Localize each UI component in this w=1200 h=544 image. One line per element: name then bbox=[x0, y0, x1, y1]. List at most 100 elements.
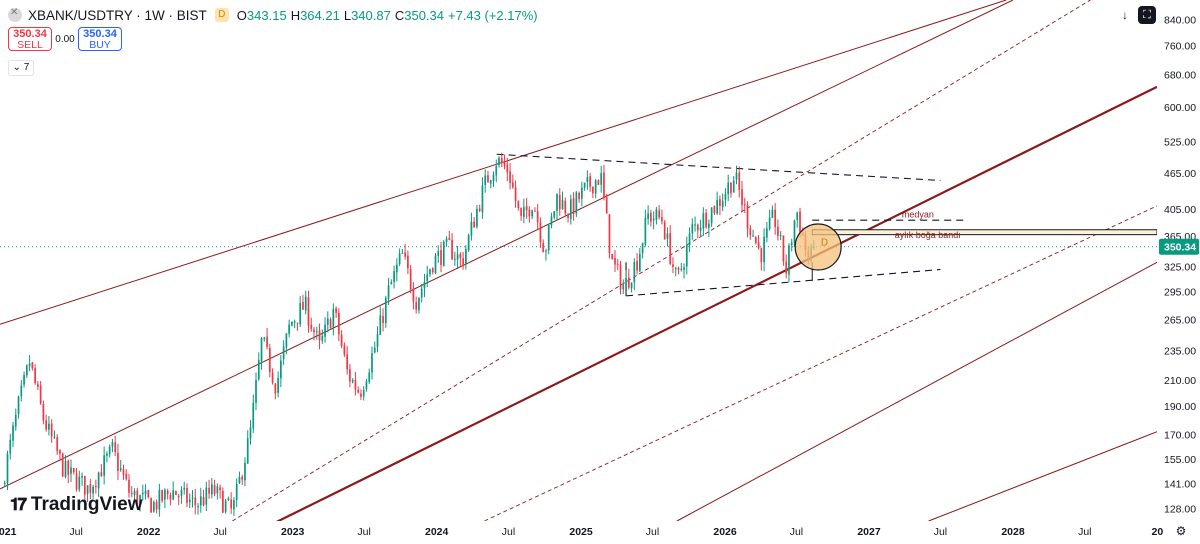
candle-body bbox=[371, 353, 373, 373]
candle-body bbox=[688, 233, 691, 246]
time-tick-label: Jul bbox=[502, 526, 515, 538]
candle-body bbox=[569, 199, 572, 219]
candle-body bbox=[487, 175, 489, 183]
candle-body bbox=[56, 437, 59, 452]
candle-body bbox=[233, 500, 235, 510]
high-value: 364.21 bbox=[300, 7, 340, 23]
candle-body bbox=[315, 331, 318, 333]
tradingview-logo[interactable]: 𝟏𝟕 TradingView bbox=[10, 494, 142, 516]
candle-body bbox=[771, 209, 774, 218]
candle-body bbox=[376, 334, 379, 348]
candle-body bbox=[395, 264, 398, 273]
candle-body bbox=[525, 206, 528, 211]
candle-body bbox=[423, 281, 426, 289]
candle-body bbox=[255, 380, 257, 403]
price-axis[interactable]: 128.00 141.00 155.00 170.00 190.00 210.00 235.… bbox=[1157, 0, 1200, 539]
candle-body bbox=[324, 324, 326, 337]
candle-body bbox=[442, 241, 445, 267]
candle-body bbox=[749, 227, 752, 236]
candle-body bbox=[59, 450, 61, 454]
candle-body bbox=[285, 333, 288, 348]
channel-line-upper-outer bbox=[0, 0, 1007, 325]
change-value: +7.43 (+2.17%) bbox=[448, 7, 538, 23]
candle-body bbox=[619, 264, 622, 290]
candle-body bbox=[282, 346, 285, 360]
time-tick-label: 2024 bbox=[425, 526, 449, 538]
candle-body bbox=[106, 453, 108, 456]
candle-body bbox=[202, 496, 205, 506]
candle-body bbox=[534, 210, 536, 212]
symbol-title[interactable]: XBANK/USDTRY · 1W · BIST bbox=[28, 7, 207, 23]
candle-body bbox=[782, 235, 785, 262]
settings-icon[interactable]: ⚙ bbox=[1175, 524, 1187, 538]
candle-body bbox=[456, 254, 459, 260]
sell-button[interactable]: 350.34 SELL bbox=[8, 27, 52, 51]
price-tick-label: 128.00 bbox=[1164, 504, 1196, 516]
candle-body bbox=[224, 500, 227, 512]
candle-body bbox=[299, 303, 302, 325]
candle-body bbox=[111, 442, 114, 447]
time-tick-label: 2026 bbox=[713, 526, 737, 538]
candle-body bbox=[280, 360, 282, 379]
candle-body bbox=[144, 490, 147, 495]
sell-price: 350.34 bbox=[13, 28, 47, 40]
candle-body bbox=[75, 473, 78, 490]
candle-body bbox=[666, 233, 669, 239]
indicators-toggle[interactable]: ⌄ 7 bbox=[8, 60, 34, 76]
candle-body bbox=[349, 369, 351, 382]
time-tick-label: Jul bbox=[357, 526, 370, 538]
candle-body bbox=[663, 222, 666, 240]
candle-body bbox=[420, 288, 423, 298]
candle-body bbox=[445, 238, 448, 242]
candle-body bbox=[64, 460, 67, 478]
candle-body bbox=[210, 484, 213, 495]
candle-body bbox=[451, 239, 453, 260]
chart-overlays: medyan aylık boğa bandı D bbox=[794, 210, 1158, 271]
time-tick-label: 2023 bbox=[281, 526, 305, 538]
candle-body bbox=[139, 495, 141, 505]
candle-body bbox=[97, 472, 100, 489]
candle-body bbox=[302, 301, 304, 310]
candle-body bbox=[365, 381, 368, 389]
candle-body bbox=[437, 250, 440, 256]
candle-body bbox=[313, 329, 315, 333]
candle-body bbox=[39, 385, 42, 404]
candle-body bbox=[760, 248, 763, 263]
candle-body bbox=[799, 211, 801, 233]
candle-body bbox=[495, 166, 498, 176]
candle-body bbox=[155, 501, 158, 510]
candle-body bbox=[310, 324, 313, 329]
timeframe-badge[interactable]: D bbox=[214, 8, 229, 22]
candle-body bbox=[489, 180, 492, 184]
candle-body bbox=[478, 208, 481, 212]
price-tick-label: 155.00 bbox=[1164, 454, 1196, 466]
symbol-logo-icon[interactable] bbox=[8, 7, 22, 22]
arrow-down-icon[interactable]: ↓ bbox=[1122, 8, 1128, 22]
price-axis-bg bbox=[1157, 0, 1200, 539]
buy-button[interactable]: 350.34 BUY bbox=[78, 27, 122, 51]
candle-body bbox=[172, 490, 175, 500]
candle-body bbox=[738, 172, 741, 190]
candle-body bbox=[564, 200, 567, 214]
candle-body bbox=[354, 379, 357, 390]
candle-body bbox=[332, 309, 335, 328]
candle-body bbox=[304, 296, 307, 311]
fullscreen-icon[interactable]: ⛶ bbox=[1138, 6, 1156, 24]
price-tick-label: 141.00 bbox=[1164, 478, 1196, 490]
candle-body bbox=[50, 423, 53, 437]
candle-body bbox=[340, 334, 343, 346]
candle-body bbox=[128, 479, 130, 493]
time-axis[interactable]: 2021 Jul 2022 Jul 2023 Jul 2024 Jul 2025 Jul 2026 J… bbox=[0, 521, 1163, 539]
candle-body bbox=[263, 337, 266, 340]
candle-body bbox=[100, 472, 103, 477]
candle-body bbox=[222, 491, 224, 513]
candle-body bbox=[42, 403, 45, 421]
candle-body bbox=[12, 425, 14, 441]
candle-body bbox=[677, 267, 680, 270]
candle-body bbox=[757, 242, 760, 248]
candle-body bbox=[509, 171, 511, 183]
candle-body bbox=[523, 207, 525, 218]
candle-body bbox=[669, 233, 672, 264]
